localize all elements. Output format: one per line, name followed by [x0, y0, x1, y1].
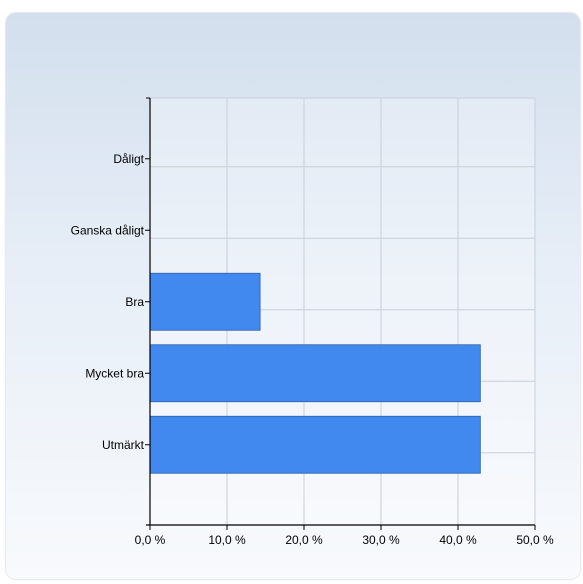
axes: [145, 97, 536, 530]
bar: [149, 344, 481, 403]
x-tick-label: 20,0 %: [285, 533, 323, 547]
category-label: Bra: [125, 295, 144, 309]
x-tick-label: 50,0 %: [516, 533, 554, 547]
x-tick-label: 40,0 %: [439, 533, 477, 547]
category-label: Mycket bra: [85, 366, 144, 380]
category-label: Ganska dåligt: [71, 223, 145, 237]
bar: [149, 415, 481, 474]
x-tick-label: 30,0 %: [362, 533, 400, 547]
category-label: Utmärkt: [102, 438, 145, 452]
x-tick-label: 10,0 %: [208, 533, 246, 547]
x-tick-label: 0,0 %: [135, 533, 166, 547]
category-labels: Dåligt Ganska dåligt Bra Mycket bra Utmärkt: [71, 152, 145, 452]
chart-panel: [6, 13, 580, 579]
bars: [149, 272, 481, 474]
bar: [149, 272, 261, 331]
category-label: Dåligt: [113, 152, 144, 166]
x-tick-labels: 0,0 % 10,0 % 20,0 % 30,0 % 40,0 % 50,0 %: [135, 533, 554, 547]
